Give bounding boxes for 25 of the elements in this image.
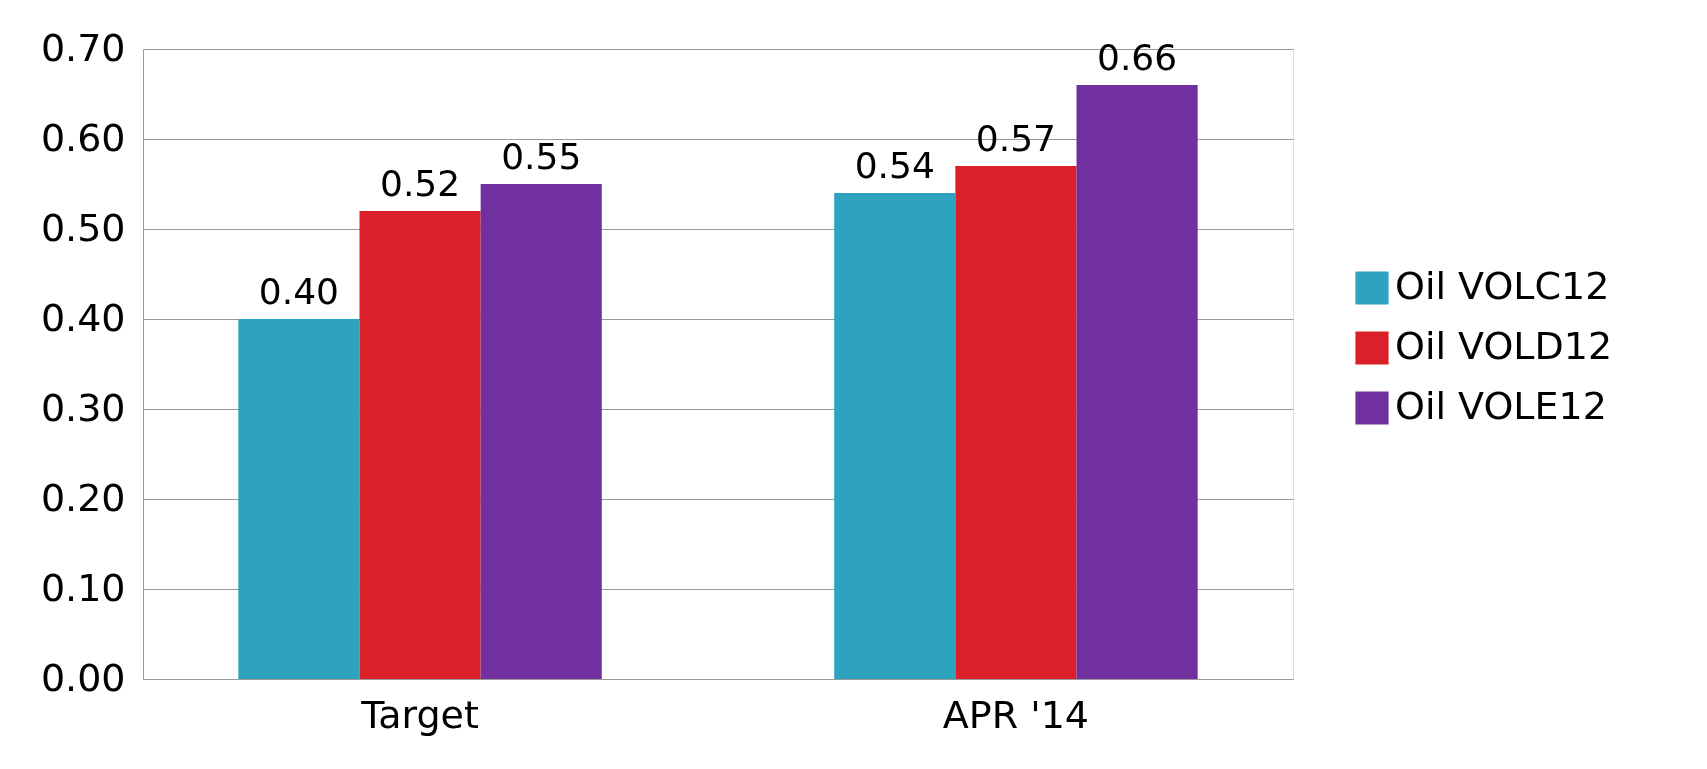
data-label: 0.40 [258, 271, 339, 312]
y-tick-label: 0.70 [40, 25, 126, 70]
y-tick-label: 0.00 [40, 655, 126, 700]
data-label: 0.55 [501, 136, 582, 177]
data-label: 0.52 [379, 163, 461, 204]
legend-label: Oil VOLD12 [1395, 324, 1613, 368]
bar [834, 193, 956, 679]
y-tick-label: 0.60 [40, 115, 126, 160]
y-tick-label: 0.10 [40, 565, 126, 610]
y-tick-label: 0.20 [40, 475, 126, 520]
legend-label: Oil VOLE12 [1395, 384, 1607, 428]
bar [359, 211, 481, 679]
bar [955, 166, 1077, 679]
data-label: 0.66 [1097, 37, 1178, 78]
y-tick-label: 0.50 [40, 205, 126, 250]
y-tick-label: 0.30 [40, 385, 126, 430]
y-tick-label: 0.40 [40, 295, 126, 340]
bar [238, 319, 360, 679]
bar [480, 184, 602, 679]
data-label: 0.54 [854, 145, 935, 186]
x-tick-label: APR '14 [942, 692, 1090, 737]
legend-label: Oil VOLC12 [1395, 264, 1610, 308]
data-label: 0.57 [975, 118, 1057, 159]
x-tick-label: Target [360, 692, 479, 737]
bar [1076, 85, 1198, 679]
